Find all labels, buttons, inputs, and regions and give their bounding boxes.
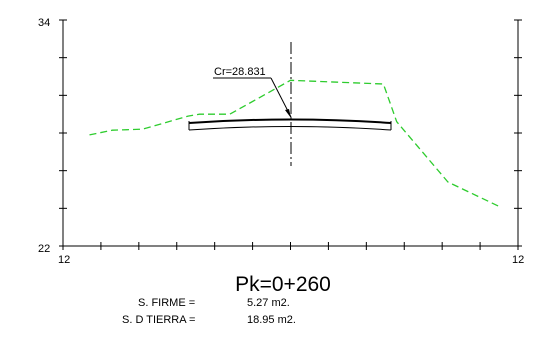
- callout-arrowhead: [285, 109, 291, 118]
- x-right-label: 12: [512, 254, 524, 266]
- y-top-label: 34: [38, 17, 50, 29]
- terrain-profile-line: [89, 79, 500, 207]
- pavement-bottom-line: [188, 126, 392, 131]
- bottom-axis-ticks: [62, 242, 519, 250]
- x-left-label: 12: [58, 254, 70, 266]
- right-axis-ticks: [514, 19, 522, 247]
- tierra-label: S. D TIERRA =: [122, 314, 195, 326]
- callout-label: Cr=28.831: [214, 66, 266, 78]
- tierra-value: 18.95 m2.: [247, 314, 296, 326]
- firme-value: 5.27 m2.: [247, 297, 290, 309]
- left-axis-ticks: [59, 19, 67, 247]
- firme-label: S. FIRME =: [138, 297, 195, 309]
- pk-title: Pk=0+260: [235, 273, 331, 296]
- pavement-top-line: [188, 118, 392, 124]
- y-bottom-label: 22: [38, 243, 50, 255]
